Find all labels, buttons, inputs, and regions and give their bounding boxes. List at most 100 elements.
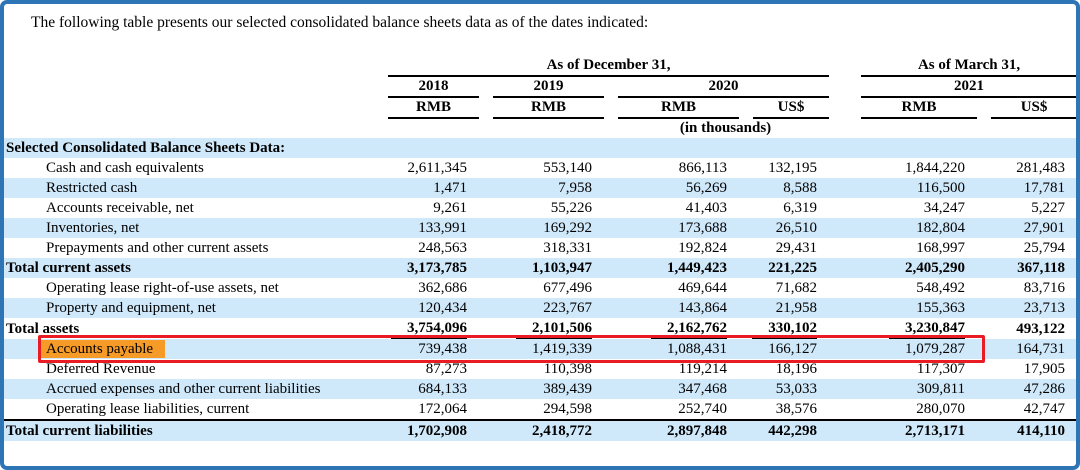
cell-value: 6,319 [783,200,818,216]
cell-value: 87,273 [425,361,467,377]
cell-value: 132,195 [768,160,818,176]
table-row: Selected Consolidated Balance Sheets Dat… [4,138,1076,158]
cell-value: 1,079,287 [847,339,978,359]
cell-value: 21,958 [739,298,830,318]
cell-value: 223,767 [479,298,604,318]
header-year: 2021 [847,77,1076,98]
table-body: Selected Consolidated Balance Sheets Dat… [4,138,1076,441]
cell-value: 294,598 [543,401,592,417]
row-label: Deferred Revenue [46,361,156,377]
cell-value: 18,196 [775,361,818,377]
row-label: Prepayments and other current assets [46,240,269,256]
cell-value [847,138,978,158]
cell-value: 1,844,220 [905,160,966,176]
cell-value: 318,331 [543,240,592,256]
cell-value: 3,754,096 [374,318,479,339]
cell-value: 8,588 [739,178,830,198]
cell-value: 55,226 [550,200,592,216]
header-currency: RMB [847,98,978,119]
row-label: Cash and cash equivalents [46,160,204,176]
table-row: Restricted cash 1,471 7,958 56,269 8,588 116,… [4,178,1076,198]
cell-value: 143,864 [604,298,739,318]
cell-value: 677,496 [543,280,592,296]
cell-value: 47,286 [977,379,1076,399]
table-row: Total current assets 3,173,785 1,103,947 1,… [4,258,1076,278]
cell-value: 2,611,345 [407,160,467,176]
table-row: Accounts receivable, net 9,261 55,226 41,40… [4,198,1076,218]
cell-value: 166,127 [739,339,830,359]
intro-text: The following table presents our selecte… [31,14,649,31]
cell-value [374,138,479,158]
cell-value: 26,510 [739,218,830,238]
cell-value: 133,991 [374,218,479,238]
cell-value: 110,398 [543,361,592,377]
cell-value: 192,824 [678,240,727,256]
cell-value [977,138,1076,158]
cell-value: 120,434 [374,298,479,318]
table-row: Accounts payable 739,438 1,419,339 1,088,43… [4,339,1076,359]
cell-value: 34,247 [923,200,966,216]
cell-value: 248,563 [418,240,467,256]
header-year: 2018 [374,77,479,98]
cell-value: 1,103,947 [479,258,604,278]
cell-value: 56,269 [604,178,739,198]
table-row: Deferred Revenue 87,273 110,398 119,214 18,1… [4,359,1076,379]
cell-value: 169,292 [479,218,604,238]
row-label: Selected Consolidated Balance Sheets Dat… [4,138,374,158]
cell-value: 548,492 [916,280,966,296]
cell-value: 17,781 [977,178,1076,198]
cell-value: 172,064 [418,401,467,417]
cell-value: 684,133 [374,379,479,399]
cell-value: 280,070 [916,401,966,417]
row-label: Operating lease right-of-use assets, net [46,280,279,296]
cell-value: 53,033 [739,379,830,399]
units-note: (in thousands) [679,120,772,136]
cell-value: 164,731 [977,339,1076,359]
header-group: As of March 31, [847,56,1076,77]
cell-value: 221,225 [739,258,830,278]
cell-value: 25,794 [1023,240,1066,256]
table-row: Operating lease right-of-use assets, net… [4,278,1076,298]
table-header: As of December 31, As of March 31, 2018 201… [4,56,1076,138]
cell-value: 3,230,847 [847,318,977,339]
table-row: Total current liabilities 1,702,908 2,418,… [4,419,1076,441]
cell-value: 173,688 [604,218,739,238]
table-row: Prepayments and other current assets 248,… [4,238,1076,258]
cell-value: 2,101,506 [479,318,604,339]
header-currency: US$ [977,98,1076,119]
cell-value: 553,140 [543,160,592,176]
cell-value: 1,702,908 [374,419,479,441]
cell-value: 330,102 [739,318,829,339]
balance-sheet-table: As of December 31, As of March 31, 2018 201… [4,56,1076,441]
cell-value: 42,747 [1023,401,1066,417]
cell-value: 38,576 [775,401,818,417]
cell-value: 347,468 [604,379,739,399]
row-label: Property and equipment, net [4,298,374,318]
cell-value: 168,997 [916,240,966,256]
cell-value: 7,958 [479,178,604,198]
row-label: Total current liabilities [4,419,374,441]
header-currency: RMB [479,98,604,119]
row-label: Total current assets [4,258,374,278]
table-row: Accrued expenses and other current liabi… [4,379,1076,399]
cell-value: 866,113 [678,160,727,176]
cell-value: 1,088,431 [604,339,739,359]
cell-value: 493,122 [1016,321,1066,337]
cell-value: 309,811 [847,379,978,399]
balance-sheet-table-wrap: As of December 31, As of March 31, 2018 201… [4,56,1076,441]
cell-value: 5,227 [1031,200,1066,216]
cell-value: 41,403 [685,200,727,216]
header-year: 2019 [479,77,604,98]
highlighted-cell: Accounts payable [40,340,166,358]
cell-value: 442,298 [739,419,830,441]
cell-value: 362,686 [418,280,467,296]
cell-value: 252,740 [678,401,727,417]
cell-value: 71,682 [775,280,818,296]
header-group: As of December 31, [374,56,830,77]
cell-value: 17,905 [1023,361,1066,377]
row-label: Total assets [6,321,80,337]
cell-value: 119,214 [678,361,727,377]
cell-value: 23,713 [977,298,1076,318]
header-year: 2020 [604,77,830,98]
